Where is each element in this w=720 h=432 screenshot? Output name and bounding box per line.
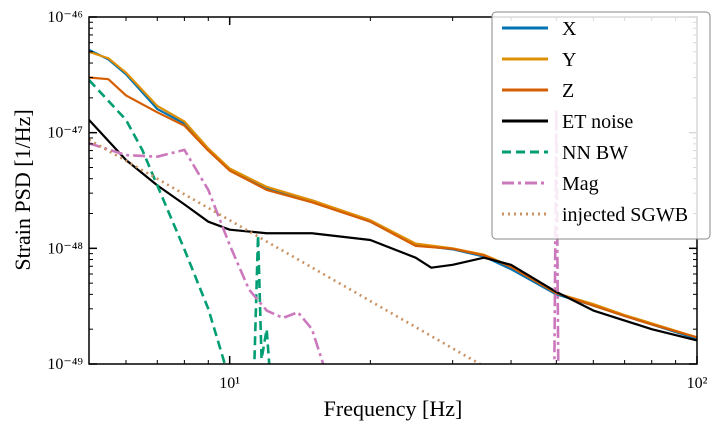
series-line — [89, 76, 697, 339]
legend-box — [491, 11, 711, 240]
x-tick-label: 10² — [687, 375, 708, 392]
legend-label: injected SGWB — [562, 204, 688, 226]
plot-lines — [89, 48, 697, 364]
y-tick-label: 10⁻⁴⁶ — [47, 9, 83, 26]
legend-label: Y — [562, 49, 576, 71]
series-line — [89, 119, 697, 342]
x-tick-label: 10¹ — [219, 375, 240, 392]
y-axis-label: Strain PSD [1/Hz] — [10, 109, 35, 270]
series-line — [89, 79, 271, 364]
legend-label: X — [562, 18, 577, 40]
y-tick-label: 10⁻⁴⁸ — [47, 240, 83, 257]
legend-label: NN BW — [562, 142, 628, 164]
legend-label: Z — [562, 80, 574, 102]
x-axis-label: Frequency [Hz] — [324, 396, 463, 421]
legend-label: Mag — [562, 173, 599, 195]
y-tick-label: 10⁻⁴⁷ — [47, 125, 83, 142]
series-line — [89, 138, 483, 364]
series-line — [89, 50, 697, 339]
legend-label: ET noise — [562, 111, 633, 133]
series-line — [89, 107, 560, 364]
y-tick-label: 10⁻⁴⁹ — [47, 356, 83, 373]
